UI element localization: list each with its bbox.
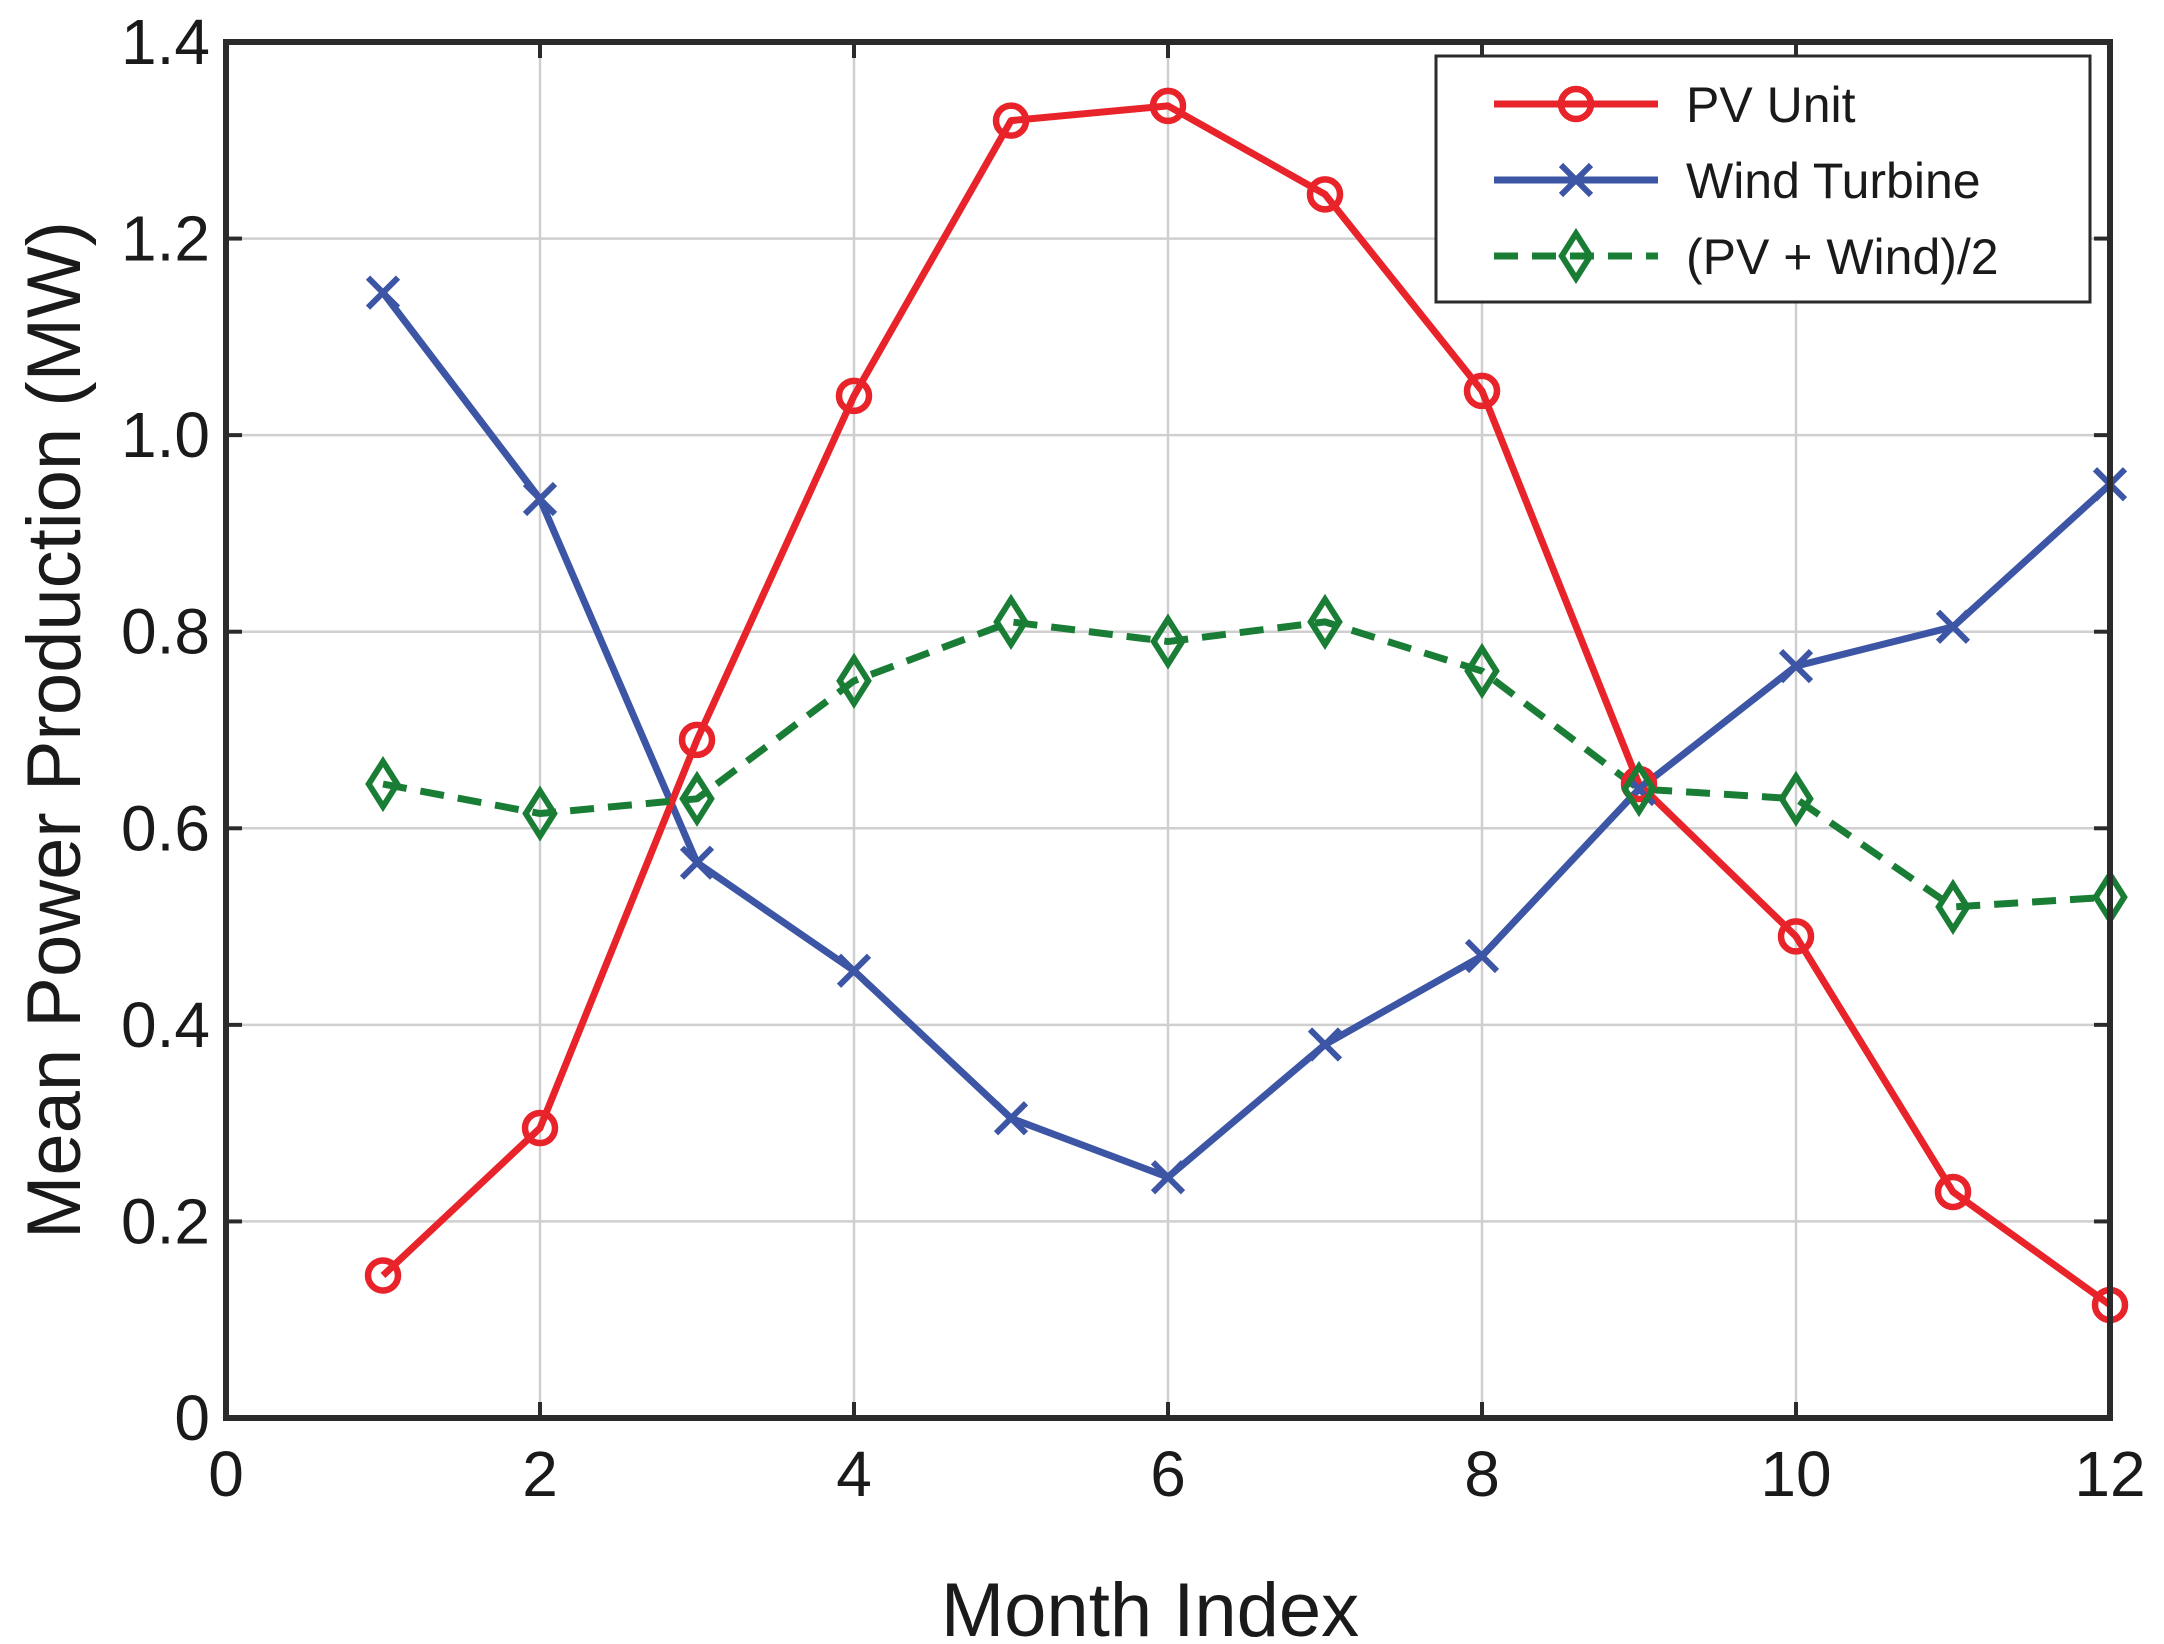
y-axis-title: Mean Power Production (MW) [12, 221, 97, 1239]
legend-label-wind-turbine: Wind Turbine [1686, 153, 1981, 209]
data-point-pv-wind-2 [365, 755, 401, 813]
data-markers [364, 87, 2129, 1324]
data-point-wind-turbine [1150, 1160, 1186, 1195]
x-tick-label: 10 [1760, 1438, 1831, 1510]
data-point-pv-wind-2 [1621, 760, 1657, 818]
data-point-pv-wind-2 [522, 785, 558, 842]
data-point-pv-unit [1306, 176, 1344, 213]
x-tick-label: 8 [1464, 1438, 1500, 1510]
series-line-wind-turbine [380, 290, 2113, 1181]
data-point-pv-unit [1934, 1173, 1972, 1211]
legend: PV Unit Wind Turbine (PV + Wind)/2 [1434, 54, 2092, 304]
x-tick-label: 6 [1150, 1438, 1186, 1510]
x-tick-label: 12 [2074, 1438, 2145, 1510]
y-tick-label: 0.4 [121, 989, 210, 1061]
grid-lines [226, 42, 2110, 1418]
data-point-pv-wind-2 [1778, 770, 1814, 827]
data-point-pv-wind-2 [1150, 613, 1186, 670]
legend-marker-wind-turbine [1558, 162, 1594, 198]
data-point-pv-wind-2 [1464, 642, 1500, 700]
legend-marker-pv-unit [1557, 85, 1595, 123]
data-point-wind-turbine [1778, 648, 1814, 684]
data-point-pv-unit [521, 1109, 559, 1147]
data-point-pv-wind-2 [1307, 593, 1343, 650]
data-point-pv-unit [364, 1257, 402, 1294]
data-point-pv-unit [835, 377, 873, 415]
data-point-pv-unit [1149, 87, 1187, 125]
y-tick-label: 1.0 [121, 399, 210, 471]
data-point-wind-turbine [365, 275, 401, 310]
series-line-pv-unit [380, 102, 2113, 1308]
y-tick-label: 0 [174, 1382, 210, 1454]
data-point-wind-turbine [679, 845, 715, 880]
legend-label-pv-wind-2: (PV + Wind)/2 [1686, 229, 1999, 285]
y-tick-label: 0.8 [121, 596, 210, 668]
axis-ticks: 0 2 4 6 8 10 12 0 0.2 0.4 0.6 0.8 1.0 1.2 1.4 [121, 6, 2146, 1510]
data-point-wind-turbine [522, 481, 558, 517]
data-point-pv-unit [992, 102, 1030, 139]
y-tick-label: 1.2 [121, 203, 210, 275]
data-point-pv-wind-2 [679, 770, 715, 827]
x-axis-title: Month Index [941, 1568, 1359, 1644]
legend-marker-pv-wind-2 [1558, 227, 1594, 285]
data-point-pv-unit [1463, 372, 1501, 410]
data-point-pv-wind-2 [993, 593, 1029, 650]
y-tick-label: 1.4 [121, 6, 210, 78]
y-tick-label: 0.6 [121, 792, 210, 864]
data-point-pv-unit [678, 721, 716, 759]
data-point-pv-wind-2 [836, 652, 872, 709]
x-tick-label: 4 [836, 1438, 872, 1510]
data-point-pv-wind-2 [1935, 878, 1971, 936]
data-point-wind-turbine [1464, 938, 1500, 974]
data-point-wind-turbine [836, 953, 872, 988]
series-lines [380, 102, 2113, 1308]
series-line-pv-wind-2 [382, 618, 2111, 911]
y-tick-label: 0.2 [121, 1185, 210, 1257]
legend-label-pv-unit: PV Unit [1686, 77, 1856, 133]
data-point-pv-unit [1777, 918, 1815, 955]
x-tick-label: 0 [208, 1438, 244, 1510]
data-point-wind-turbine [993, 1101, 1029, 1136]
x-tick-label: 2 [522, 1438, 558, 1510]
data-point-wind-turbine [1935, 609, 1971, 644]
data-point-wind-turbine [1307, 1027, 1343, 1062]
